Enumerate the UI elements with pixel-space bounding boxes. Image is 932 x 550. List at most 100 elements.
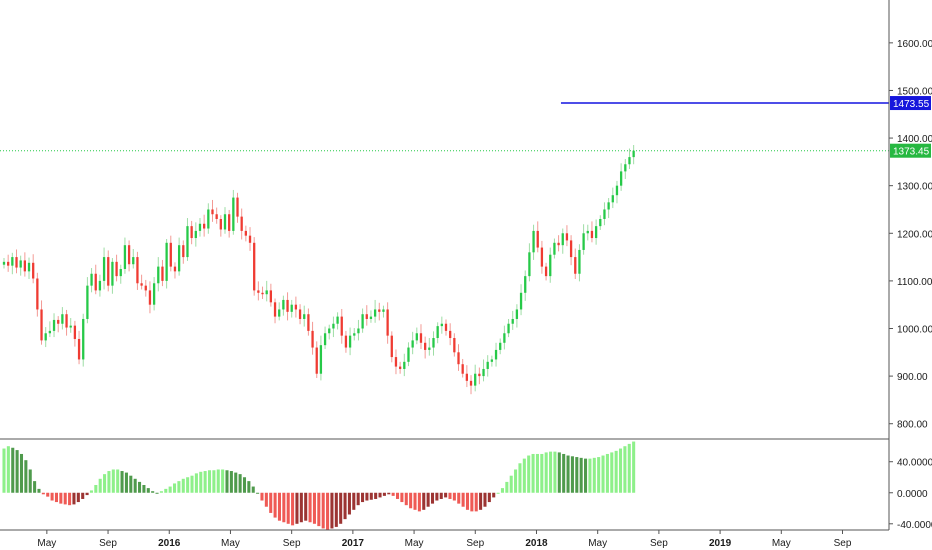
candle[interactable] (407, 342, 410, 367)
candle[interactable] (194, 222, 197, 247)
candle[interactable] (294, 296, 298, 318)
candle[interactable] (119, 264, 122, 284)
candle[interactable] (157, 257, 160, 292)
candle[interactable] (40, 300, 43, 345)
candle[interactable] (482, 359, 485, 382)
candle[interactable] (344, 330, 348, 353)
candle[interactable] (524, 270, 527, 301)
candle[interactable] (632, 144, 635, 165)
candle[interactable] (515, 304, 519, 328)
candle[interactable] (340, 308, 343, 344)
candle[interactable] (111, 258, 114, 294)
candle[interactable] (232, 189, 235, 235)
candle[interactable] (474, 364, 477, 392)
candle[interactable] (574, 248, 577, 279)
candle[interactable] (519, 284, 523, 316)
candle[interactable] (182, 240, 185, 264)
candle[interactable] (382, 305, 385, 318)
candle[interactable] (486, 355, 489, 377)
candle[interactable] (353, 328, 356, 341)
candle[interactable] (494, 342, 498, 367)
candle[interactable] (98, 274, 102, 297)
candle[interactable] (386, 302, 389, 344)
candle[interactable] (436, 322, 439, 344)
candle[interactable] (499, 338, 502, 355)
candle[interactable] (61, 307, 64, 330)
candle[interactable] (507, 318, 510, 338)
candle[interactable] (290, 299, 293, 318)
candle[interactable] (223, 207, 227, 234)
candle[interactable] (123, 237, 127, 274)
candle[interactable] (144, 279, 147, 297)
candle[interactable] (394, 349, 398, 375)
candle[interactable] (599, 215, 602, 230)
candle[interactable] (36, 272, 39, 317)
candle[interactable] (44, 327, 47, 348)
candle[interactable] (190, 220, 193, 245)
candle[interactable] (132, 248, 135, 269)
candle[interactable] (511, 310, 514, 330)
candle[interactable] (565, 225, 569, 247)
candle[interactable] (544, 262, 548, 281)
candle[interactable] (403, 353, 406, 377)
candle[interactable] (432, 331, 435, 356)
candle[interactable] (390, 331, 393, 363)
candle[interactable] (440, 316, 443, 334)
candle[interactable] (561, 228, 564, 254)
candle[interactable] (244, 225, 247, 242)
candle[interactable] (361, 308, 364, 333)
candle[interactable] (186, 218, 189, 261)
candle[interactable] (48, 321, 52, 338)
candle[interactable] (90, 268, 93, 293)
candle[interactable] (11, 252, 14, 275)
candle[interactable] (586, 224, 589, 241)
candle[interactable] (319, 335, 323, 381)
candle[interactable] (603, 202, 606, 226)
candle[interactable] (32, 254, 35, 284)
candle[interactable] (615, 180, 619, 204)
candle[interactable] (549, 247, 552, 283)
candle[interactable] (373, 299, 377, 323)
candle[interactable] (161, 259, 164, 287)
candle[interactable] (253, 237, 256, 296)
candle[interactable] (219, 215, 222, 237)
candle[interactable] (269, 283, 273, 307)
candle[interactable] (177, 237, 181, 276)
oscillator-pane[interactable] (2, 441, 636, 530)
candle[interactable] (261, 286, 264, 299)
candle[interactable] (228, 209, 231, 238)
candle[interactable] (15, 249, 18, 274)
candle[interactable] (398, 361, 402, 374)
candle[interactable] (82, 313, 85, 367)
candle[interactable] (73, 320, 77, 347)
candle[interactable] (140, 274, 143, 290)
candle[interactable] (307, 308, 310, 336)
candle[interactable] (465, 365, 468, 388)
candle[interactable] (273, 298, 277, 324)
candle[interactable] (102, 247, 106, 290)
candle[interactable] (469, 375, 473, 395)
candle[interactable] (624, 159, 627, 180)
candle[interactable] (77, 330, 81, 365)
candle[interactable] (607, 198, 610, 219)
candle[interactable] (169, 235, 172, 272)
candle[interactable] (415, 327, 418, 345)
candle[interactable] (207, 203, 210, 234)
candle[interactable] (265, 280, 268, 302)
candle[interactable] (165, 238, 168, 289)
candle[interactable] (278, 302, 281, 321)
candle[interactable] (311, 321, 314, 355)
candle[interactable] (611, 187, 614, 209)
candle[interactable] (365, 305, 368, 326)
candle[interactable] (428, 338, 431, 356)
candle[interactable] (569, 235, 573, 266)
candle[interactable] (2, 258, 6, 269)
candle[interactable] (248, 227, 252, 251)
candle[interactable] (7, 254, 10, 272)
candle[interactable] (203, 214, 206, 237)
candle[interactable] (444, 319, 448, 336)
candle[interactable] (152, 277, 156, 311)
candle[interactable] (94, 264, 97, 295)
candle[interactable] (590, 221, 594, 243)
candle[interactable] (553, 238, 556, 259)
